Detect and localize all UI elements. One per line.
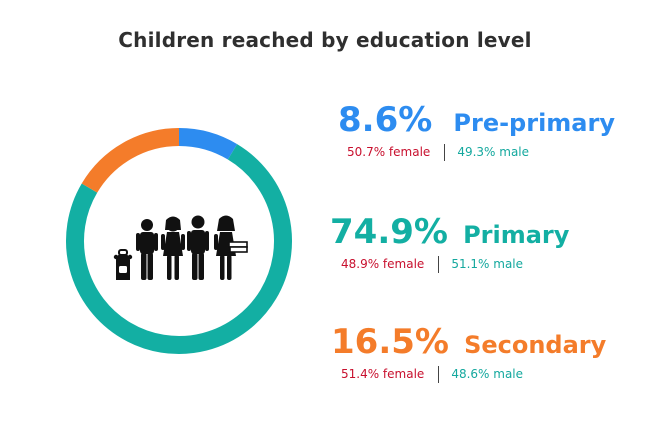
primary-female: 48.9% female	[341, 257, 425, 271]
children-with-backpack-icon	[113, 215, 248, 280]
primary-divider	[438, 256, 440, 273]
secondary-percent: 16.5%	[331, 322, 449, 362]
donut-slice-primary	[66, 144, 292, 354]
secondary-label: Secondary	[464, 331, 607, 359]
secondary-divider	[438, 366, 440, 383]
legend-primary: 74.9% Primary 48.9% female 51.1% male	[330, 212, 569, 273]
secondary-female: 51.4% female	[341, 367, 425, 381]
pre-primary-female: 50.7% female	[347, 145, 431, 159]
legend-pre-primary: 8.6% Pre-primary 50.7% female 49.3% male	[338, 100, 615, 161]
secondary-male: 48.6% male	[451, 367, 524, 381]
pre-primary-divider	[444, 144, 446, 161]
donut-slice-secondary	[81, 128, 180, 193]
pre-primary-male: 49.3% male	[457, 145, 530, 159]
chart-title: Children reached by education level	[118, 28, 532, 52]
primary-male: 51.1% male	[451, 257, 524, 271]
pre-primary-percent: 8.6%	[338, 100, 433, 140]
legend-secondary: 16.5% Secondary 51.4% female 48.6% male	[331, 322, 606, 383]
pre-primary-label: Pre-primary	[453, 109, 615, 137]
primary-percent: 74.9%	[330, 212, 448, 252]
donut-slice-pre-primary	[178, 128, 238, 160]
primary-label: Primary	[463, 221, 570, 249]
donut-chart	[66, 128, 292, 354]
